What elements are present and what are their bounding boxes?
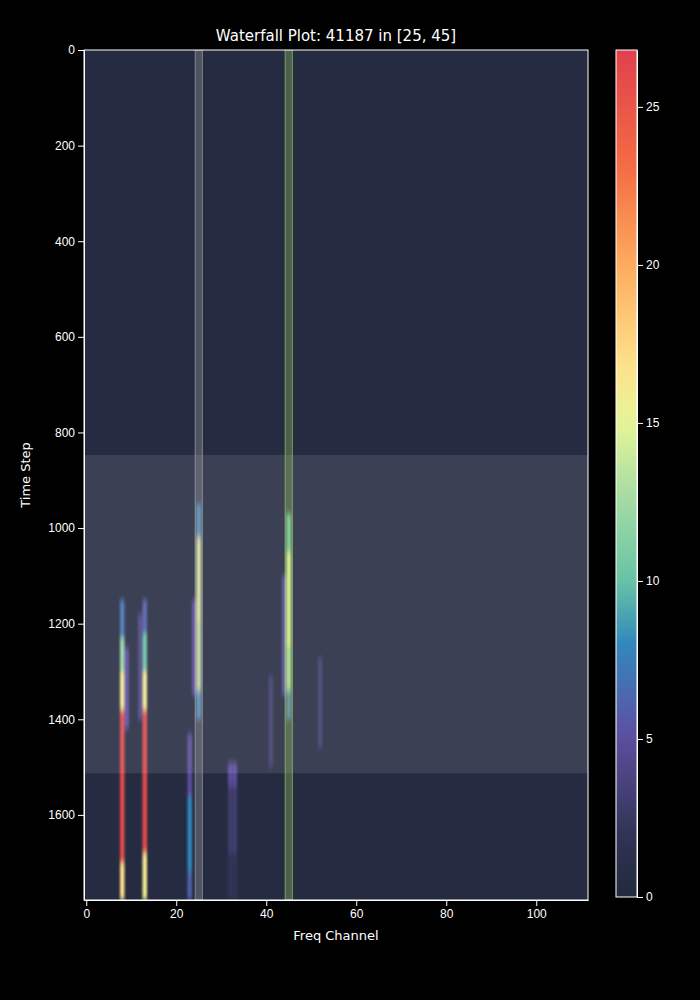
tick-mark [356,900,357,906]
highlight-channel [195,50,202,900]
tick-mark [266,900,267,906]
tick-mark [637,423,643,424]
cell [228,853,233,900]
highlight-time [84,455,588,773]
tick-mark [78,241,84,242]
highlight-channel [285,50,292,900]
cell [233,786,238,853]
tick-label: 0 [83,907,90,921]
tick-mark [78,624,84,625]
tick-mark [78,146,84,147]
tick: 1200 [48,617,84,631]
tick: 800 [55,426,84,440]
tick-mark [637,581,643,582]
tick-mark [637,897,643,898]
cell [233,853,238,900]
tick: 1600 [48,808,84,822]
tick: 0 [68,43,84,57]
tick-label: 10 [646,574,660,588]
tick-mark [86,900,87,906]
tick-label: 0 [646,890,653,904]
tick-label: 1400 [48,713,75,727]
page-background [0,0,700,1000]
tick: 5 [637,732,653,746]
tick-label: 1000 [48,521,75,535]
tick: 20 [170,900,184,921]
tick: 1000 [48,521,84,535]
axis-line [637,51,638,898]
tick: 100 [527,900,547,921]
tick: 10 [637,574,660,588]
tick: 1400 [48,713,84,727]
tick-label: 800 [55,426,75,440]
tick-label: 5 [646,732,653,746]
title: Waterfall Plot: 41187 in [25, 45] [216,27,456,45]
cell [188,796,193,872]
tick-label: 200 [55,139,75,153]
tick: 15 [637,416,660,430]
tick: 0 [637,890,653,904]
tick-mark [78,528,84,529]
colorbar [616,50,637,897]
y-axis: 0 200 400 600 800 1000 1200 1400 1600 [48,43,84,900]
tick-label: 40 [260,907,274,921]
plot-area [84,50,588,900]
tick: 20 [637,258,660,272]
cell [120,863,125,900]
colorbar-axis: 0 5 10 15 20 25 [637,51,660,905]
tick-mark [78,719,84,720]
tick-mark [78,337,84,338]
tick: 60 [350,900,364,921]
x-axis-title: Freq Channel [293,928,378,943]
cell [188,872,193,900]
tick: 400 [55,235,84,249]
cell [228,786,233,853]
tick: 25 [637,100,660,114]
tick-label: 20 [646,258,660,272]
tick: 600 [55,330,84,344]
tick-label: 100 [527,907,547,921]
tick-mark [78,432,84,433]
tick-mark [446,900,447,906]
tick-label: 25 [646,100,660,114]
tick-mark [78,815,84,816]
tick-label: 60 [350,907,364,921]
tick-label: 15 [646,416,660,430]
tick: 0 [83,900,90,921]
tick-mark [637,265,643,266]
heatmap-background [84,50,588,900]
x-axis: 0 20 40 60 80 100 [83,900,588,921]
tick-label: 0 [68,43,75,57]
tick-mark [637,107,643,108]
tick-label: 400 [55,235,75,249]
tick-mark [78,50,84,51]
tick-label: 1200 [48,617,75,631]
tick-mark [176,900,177,906]
tick-label: 1600 [48,808,75,822]
plot-frame [84,50,588,900]
tick: 40 [260,900,274,921]
chart: 0204060801000200400600800100012001400160… [0,0,700,1000]
tick-label: 80 [440,907,454,921]
tick: 200 [55,139,84,153]
tick: 80 [440,900,454,921]
y-axis-title: Time Step [18,442,33,509]
cell [143,853,148,900]
tick-mark [536,900,537,906]
tick-label: 20 [170,907,184,921]
tick-label: 600 [55,330,75,344]
tick-mark [637,739,643,740]
